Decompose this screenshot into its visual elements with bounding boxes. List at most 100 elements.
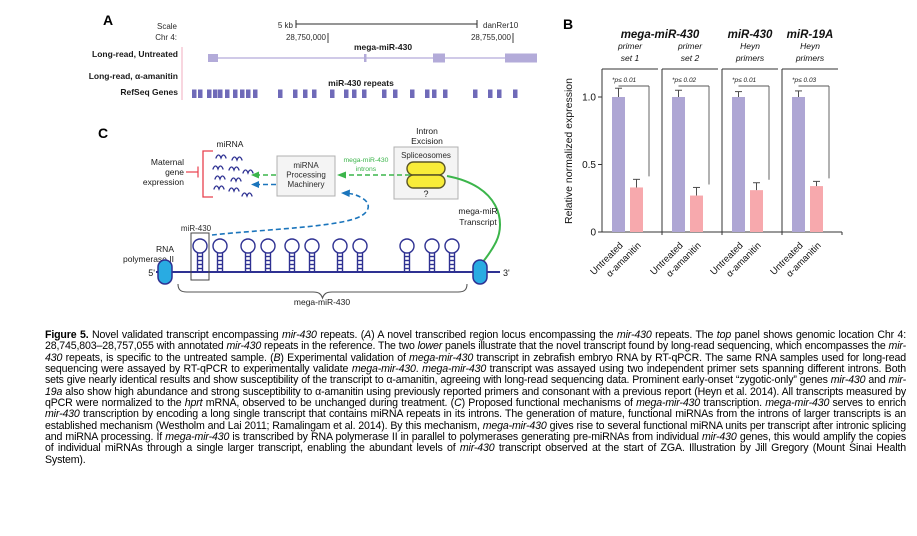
- caption-segment: repeats in the reference. The two: [261, 340, 418, 353]
- refseq-repeat: [303, 89, 308, 98]
- refseq-repeat: [207, 89, 212, 98]
- caption-segment: transcription.: [700, 397, 766, 410]
- bar-amanitin: [690, 195, 703, 232]
- track-label-amanitin: Long-read, α-amanitin: [89, 71, 178, 81]
- caption-segment: A: [364, 329, 372, 341]
- refseq-repeat: [382, 89, 387, 98]
- group-title: mega-miR-430: [621, 29, 700, 41]
- caption-segment: .: [415, 363, 423, 376]
- caption-segment: transcript was assayed using two indepen…: [45, 363, 906, 387]
- untreated-exon: [364, 54, 367, 62]
- spliceosome-oval-bottom: [406, 174, 446, 189]
- mega-mir-transcript-line1: mega-miR: [458, 206, 497, 216]
- caption-segment: mir-430: [459, 442, 495, 455]
- mirna-hairpin: [284, 238, 300, 272]
- caption-segment: repeats, is specific to the untreated sa…: [62, 351, 274, 364]
- panel-c-label: C: [98, 125, 108, 141]
- refseq-repeat: [497, 89, 502, 98]
- refseq-repeat: [233, 89, 238, 98]
- caption-segment: mir-430: [701, 431, 737, 444]
- maternal-label-line2: gene: [165, 167, 184, 177]
- bar-amanitin: [630, 187, 643, 232]
- spliceosome-oval-top: [406, 161, 446, 176]
- caption-segment: and: [865, 374, 889, 387]
- maternal-label-line3: expression: [143, 177, 184, 187]
- introns-label-line2: introns: [356, 166, 377, 173]
- processing-line1: miRNA: [293, 161, 319, 170]
- caption-segment: mir-430: [282, 329, 317, 341]
- refseq-repeat: [198, 89, 203, 98]
- caption-segment: mir-430: [45, 340, 906, 364]
- untreated-exon: [433, 53, 445, 63]
- track-label-refseq: RefSeq Genes: [120, 87, 178, 97]
- mega-mir-430-brace: [177, 283, 468, 300]
- caption-segment: lower: [417, 340, 443, 353]
- refseq-repeat: [425, 89, 430, 98]
- caption-segment: panel shows genomic location Chr 4: 28,7…: [45, 329, 906, 353]
- coordinate-right: 28,755,000: [471, 33, 512, 42]
- question-mark: ?: [423, 189, 428, 199]
- p-value: *p≤ 0.01: [612, 77, 637, 84]
- untreated-exon: [505, 53, 537, 63]
- rna-polymerase-oval-right: [472, 259, 488, 285]
- caption-segment: is transcribed by RNA polymerase II in p…: [229, 431, 702, 444]
- intron-excision-line2: Excision: [411, 136, 443, 146]
- refseq-repeat: [240, 89, 245, 98]
- caption-segment: ) Experimental validation of: [280, 351, 410, 364]
- mir-430-repeats-label: miR-430 repeats: [328, 78, 394, 88]
- p-value: *p≤ 0.03: [792, 77, 817, 84]
- y-tick-label: 1.0: [582, 93, 596, 104]
- three-prime-label: 3': [503, 268, 510, 278]
- caption-segment: Novel validated transcript encompassing: [88, 329, 283, 341]
- caption-segment: genes, this would amplify the copies of …: [45, 431, 906, 455]
- mirna-molecules-icon: [212, 154, 254, 197]
- refseq-repeat: [278, 89, 283, 98]
- panel-b-label: B: [563, 16, 573, 32]
- p-value: *p≤ 0.02: [672, 77, 697, 84]
- subpanel-subtitle: primer: [677, 41, 703, 51]
- caption-segment: C: [454, 397, 462, 410]
- mirna-cluster-label: miRNA: [217, 139, 244, 149]
- caption-segment: Figure 5.: [45, 329, 89, 341]
- introns-label-line1: mega-miR-430: [344, 157, 389, 164]
- refseq-repeat: [312, 89, 317, 98]
- caption-segment: also show high abundance and strong susc…: [45, 385, 906, 410]
- processing-line2: Processing: [286, 171, 326, 180]
- caption-segment: mega-mir-430: [765, 397, 830, 410]
- refseq-repeat: [253, 89, 258, 98]
- caption-segment: transcript observed at the start of ZGA.…: [45, 442, 906, 466]
- caption-segment: mega-mir-430: [636, 397, 701, 410]
- caption-segment: mega-mir-430: [165, 431, 230, 444]
- mirna-hairpin: [424, 238, 440, 272]
- caption-segment: ) A novel transcribed region locus encom…: [371, 329, 617, 341]
- p-value: *p≤ 0.01: [732, 77, 757, 84]
- chromosome-label: Chr 4:: [155, 33, 177, 42]
- refseq-repeat: [410, 89, 415, 98]
- refseq-repeat: [352, 89, 357, 98]
- refseq-repeat: [293, 89, 298, 98]
- untreated-transcript-model: [208, 53, 537, 63]
- mirna-hairpin: [332, 238, 348, 272]
- bar-untreated: [792, 97, 805, 232]
- group-title: miR-19A: [787, 29, 834, 41]
- maternal-label-line1: Maternal: [151, 157, 184, 167]
- y-tick-label: 0.5: [582, 160, 596, 171]
- caption-segment: mir-430: [226, 340, 262, 353]
- subpanel-subtitle: primers: [735, 53, 765, 63]
- scale-label: Scale: [157, 22, 178, 31]
- blue-dashed-curve-hairpin-to-processing: [211, 192, 370, 236]
- green-arrowhead-icon: [251, 171, 259, 179]
- refseq-repeat: [225, 89, 230, 98]
- caption-segment: gives rise to several functional miRNA u…: [45, 419, 906, 444]
- mega-mir-430-span-label: mega-miR-430: [294, 297, 350, 307]
- refseq-repeat: [344, 89, 349, 98]
- mir-430-highlight-box: [190, 232, 210, 281]
- blue-arrowhead-icon: [251, 181, 259, 188]
- spliceosomes-label: Spliceosomes: [401, 151, 451, 160]
- caption-segment: panels illustrate that the novel transcr…: [442, 340, 889, 353]
- track-label-untreated: Long-read, Untreated: [92, 49, 178, 59]
- mega-mir-430-track-name: mega-miR-430: [354, 42, 412, 52]
- mirna-hairpin: [444, 238, 460, 272]
